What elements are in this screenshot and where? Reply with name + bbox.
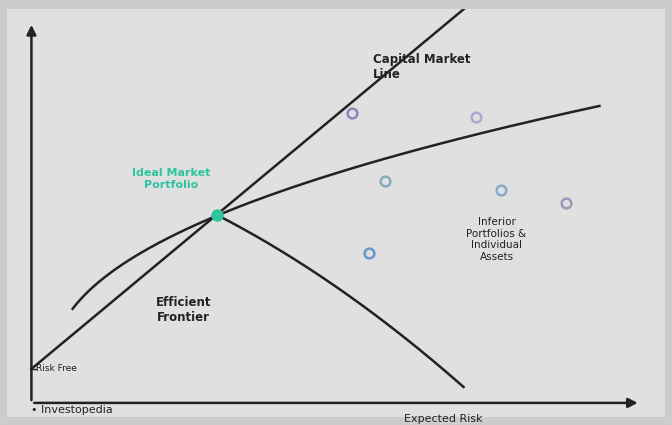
Text: Efficient
Frontier: Efficient Frontier — [156, 296, 212, 324]
Text: Expected Risk: Expected Risk — [404, 414, 482, 424]
Text: Risk Free: Risk Free — [36, 364, 77, 374]
Text: Ideal Market
Portfolio: Ideal Market Portfolio — [132, 168, 210, 190]
Text: Capital Market
Line: Capital Market Line — [373, 54, 470, 82]
Text: • Investopedia: • Investopedia — [32, 405, 113, 415]
Text: Inferior
Portfolios &
Individual
Assets: Inferior Portfolios & Individual Assets — [466, 217, 527, 262]
